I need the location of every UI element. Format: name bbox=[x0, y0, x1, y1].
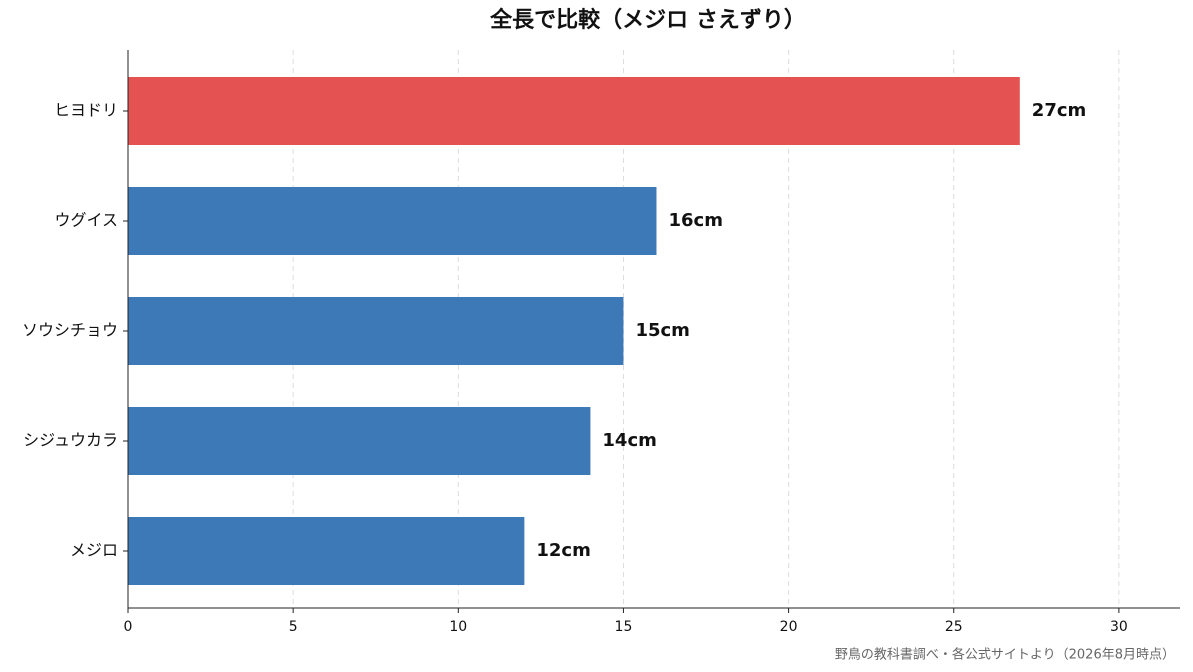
value-label: 15cm bbox=[635, 320, 689, 341]
bar bbox=[128, 297, 624, 365]
x-tick-label: 25 bbox=[945, 619, 963, 635]
chart-title: 全長で比較（メジロ さえずり） bbox=[489, 7, 806, 33]
value-label: 12cm bbox=[536, 540, 590, 561]
y-tick-label: ヒヨドリ bbox=[54, 101, 118, 120]
x-tick-label: 5 bbox=[289, 619, 298, 635]
value-label: 27cm bbox=[1032, 100, 1086, 121]
x-tick-label: 15 bbox=[615, 619, 633, 635]
bar bbox=[128, 407, 591, 475]
bar bbox=[128, 77, 1020, 145]
bar bbox=[128, 187, 657, 255]
x-tick-label: 20 bbox=[780, 619, 798, 635]
y-tick-label: メジロ bbox=[70, 541, 118, 560]
x-tick-label: 0 bbox=[124, 619, 133, 635]
x-tick-label: 10 bbox=[449, 619, 467, 635]
value-label: 14cm bbox=[602, 430, 656, 451]
y-tick-label: シジュウカラ bbox=[23, 431, 118, 450]
source-note: 野鳥の教科書調べ・各公式サイトより（2026年8月時点） bbox=[835, 647, 1175, 663]
value-label: 16cm bbox=[668, 210, 722, 231]
y-tick-label: ソウシチョウ bbox=[22, 321, 118, 340]
y-tick-label: ウグイス bbox=[54, 211, 118, 230]
x-tick-label: 30 bbox=[1110, 619, 1128, 635]
bar bbox=[128, 517, 525, 585]
